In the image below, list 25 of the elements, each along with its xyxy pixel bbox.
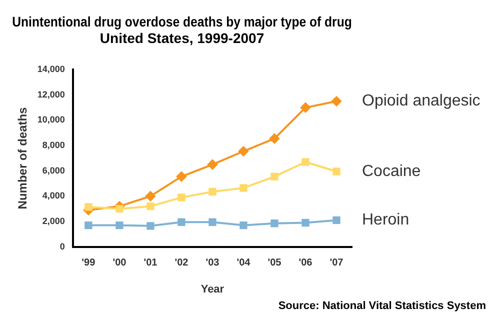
x-tick-label: '99	[82, 258, 96, 269]
y-tick-label: 12,000	[37, 89, 65, 100]
y-tick-label: 14,000	[37, 64, 65, 74]
chart-title: Unintentional drug overdose deaths by major type of drug	[12, 14, 352, 30]
x-tick-label: '04	[236, 258, 251, 269]
y-tick-label: 4,000	[42, 190, 65, 201]
series-label: Opioid analgesic	[362, 92, 480, 110]
x-tick-label: '02	[174, 258, 189, 269]
x-axis-title: Year	[200, 283, 225, 296]
x-tick-label: '03	[206, 258, 220, 269]
y-axis-title: Number of deaths	[16, 106, 30, 210]
y-tick-label: 0	[60, 241, 65, 252]
y-tick-label: 2,000	[42, 216, 65, 226]
x-tick-label: '06	[298, 258, 313, 269]
source-note: Source: National Vital Statistics System	[277, 300, 487, 312]
y-tick-label: 6,000	[42, 165, 65, 176]
series-label: Cocaine	[362, 162, 421, 180]
chart-subtitle: United States, 1999-2007	[100, 30, 264, 46]
series-label: Heroin	[362, 212, 410, 229]
x-tick-label: '05	[268, 258, 282, 269]
x-tick-label: '07	[330, 258, 344, 269]
x-tick-label: '01	[144, 258, 158, 269]
y-tick-label: 8,000	[42, 140, 65, 150]
y-tick-label: 10,000	[37, 114, 65, 125]
x-tick-label: '00	[112, 258, 127, 269]
